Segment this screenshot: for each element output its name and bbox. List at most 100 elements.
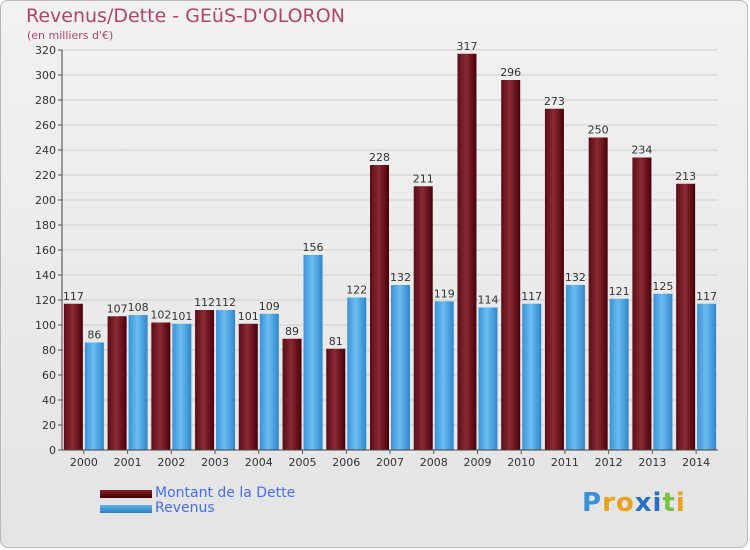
logo-letter: o [615, 488, 635, 518]
bar-revenue [697, 303, 717, 450]
legend-label-debt: Montant de la Dette [155, 485, 296, 501]
x-tick-label: 2005 [289, 456, 317, 469]
x-tick-label: 2010 [507, 456, 535, 469]
x-tick-label: 2000 [70, 456, 98, 469]
legend-swatch-debt [100, 490, 152, 498]
bar-revenue [128, 315, 148, 450]
data-label-revenue: 117 [521, 290, 542, 303]
data-label-revenue: 114 [477, 294, 498, 307]
bar-debt [238, 323, 258, 450]
bar-debt [676, 183, 696, 450]
data-label-debt: 101 [238, 310, 259, 323]
legend-swatch-revenue [100, 505, 152, 513]
y-tick-label: 120 [35, 294, 56, 307]
data-label-debt: 211 [413, 172, 434, 185]
y-tick-label: 280 [35, 94, 56, 107]
bar-debt [457, 53, 477, 450]
bar-debt [632, 157, 652, 450]
data-label-revenue: 125 [652, 280, 673, 293]
data-label-revenue: 132 [390, 271, 411, 284]
bar-revenue [478, 307, 498, 450]
y-tick-label: 220 [35, 169, 56, 182]
bar-revenue [391, 285, 410, 450]
y-tick-label: 240 [35, 144, 56, 157]
bar-revenue [347, 297, 367, 450]
y-tick-label: 320 [35, 44, 56, 57]
bar-revenue [565, 285, 585, 450]
x-tick-label: 2001 [114, 456, 142, 469]
bar-debt [107, 316, 127, 450]
bar-revenue [434, 301, 454, 450]
logo-letter: r [602, 488, 616, 518]
x-tick-label: 2004 [245, 456, 273, 469]
logo-letter: x [634, 488, 653, 518]
bar-revenue [259, 313, 279, 450]
logo-letter: P [582, 488, 603, 518]
data-label-debt: 234 [631, 144, 652, 157]
data-label-revenue: 112 [215, 296, 236, 309]
data-label-debt: 81 [329, 335, 343, 348]
data-label-debt: 112 [194, 296, 215, 309]
x-tick-label: 2008 [420, 456, 448, 469]
data-label-revenue: 132 [565, 271, 586, 284]
bar-debt [326, 348, 346, 450]
data-label-debt: 317 [456, 40, 477, 53]
data-label-revenue: 109 [259, 300, 280, 313]
data-label-debt: 228 [369, 151, 390, 164]
bar-revenue [84, 342, 104, 450]
y-tick-label: 180 [35, 219, 56, 232]
data-label-revenue: 101 [171, 310, 192, 323]
data-label-revenue: 121 [609, 285, 630, 298]
bar-debt [544, 108, 564, 450]
bar-revenue [216, 310, 236, 450]
y-tick-label: 20 [42, 419, 56, 432]
x-tick-label: 2011 [551, 456, 579, 469]
data-label-debt: 102 [150, 309, 171, 322]
data-label-debt: 117 [63, 290, 84, 303]
y-tick-label: 60 [42, 369, 56, 382]
proxiti-logo: Proxiti [582, 488, 686, 518]
bar-debt [63, 303, 83, 450]
legend-label-revenue: Revenus [155, 500, 215, 516]
x-tick-label: 2006 [332, 456, 360, 469]
data-label-revenue: 117 [696, 290, 717, 303]
y-tick-label: 100 [35, 319, 56, 332]
data-label-revenue: 86 [87, 329, 101, 342]
data-label-debt: 250 [588, 124, 609, 137]
data-label-revenue: 156 [303, 241, 324, 254]
data-label-debt: 89 [285, 325, 299, 338]
chart-title: Revenus/Dette - GEüS-D'OLORON [26, 5, 345, 27]
logo-letter: i [652, 488, 663, 518]
x-tick-label: 2009 [463, 456, 491, 469]
x-tick-label: 2012 [595, 456, 623, 469]
bar-debt [413, 186, 433, 450]
y-tick-label: 0 [49, 444, 56, 457]
bar-revenue [172, 323, 192, 450]
y-tick-label: 300 [35, 69, 56, 82]
x-tick-label: 2014 [682, 456, 710, 469]
data-label-debt: 296 [500, 66, 521, 79]
data-label-revenue: 119 [434, 287, 455, 300]
data-label-revenue: 108 [128, 301, 149, 314]
x-tick-label: 2002 [157, 456, 185, 469]
bar-debt [151, 322, 171, 450]
data-label-revenue: 122 [346, 284, 367, 297]
bar-debt [195, 310, 215, 450]
bar-revenue [303, 255, 323, 450]
y-tick-label: 260 [35, 119, 56, 132]
bar-debt [282, 338, 302, 450]
chart-subtitle: (en milliers d'€) [27, 29, 114, 42]
bar-debt [370, 165, 389, 450]
logo-letter: t [662, 488, 676, 518]
y-tick-label: 160 [35, 244, 56, 257]
logo-letter: i [675, 488, 686, 518]
data-label-debt: 107 [107, 302, 128, 315]
bar-revenue [522, 303, 542, 450]
x-tick-label: 2003 [201, 456, 229, 469]
y-tick-label: 200 [35, 194, 56, 207]
bar-revenue [609, 298, 629, 450]
bar-debt [501, 80, 521, 450]
x-tick-label: 2013 [638, 456, 666, 469]
y-tick-label: 40 [42, 394, 56, 407]
